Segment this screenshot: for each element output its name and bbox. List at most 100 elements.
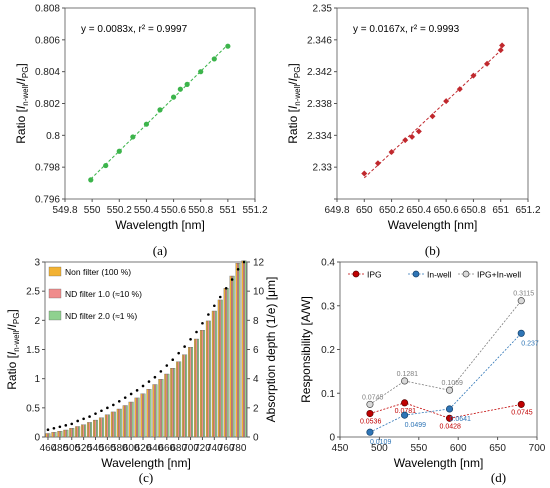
data-point	[225, 43, 231, 49]
series-line	[369, 333, 522, 433]
y-tick-label: 0.808	[35, 4, 60, 15]
ylabel-part: /	[14, 81, 28, 85]
x-tick-label: 540	[87, 443, 104, 454]
bar	[197, 338, 199, 438]
y2-tick-label: 0	[253, 433, 259, 444]
data-label: 0.0428	[440, 423, 462, 430]
absorption-point	[242, 260, 246, 264]
ylabel-part: /	[5, 327, 19, 331]
bar	[223, 288, 226, 438]
bar	[51, 432, 54, 438]
absorption-point	[58, 425, 62, 429]
absorption-point	[135, 389, 139, 392]
ylabel-part: PG	[293, 67, 302, 79]
bar	[177, 361, 180, 438]
bar	[185, 354, 188, 438]
data-point	[366, 400, 374, 408]
bar	[143, 393, 146, 438]
legend-label: ND filter 1.0 (≈10 %)	[65, 289, 142, 299]
data-label: 0.0641	[450, 416, 472, 423]
y-tick-label: 2.33	[313, 163, 333, 174]
data-point	[116, 148, 122, 154]
x-tick-label: 600	[123, 443, 140, 454]
absorption-point	[88, 415, 91, 418]
absorption-point	[183, 345, 186, 348]
y-tick-label: 0.806	[35, 35, 60, 46]
legend-swatch	[48, 288, 62, 299]
bar	[72, 428, 75, 438]
data-point	[157, 107, 163, 113]
x-tick-label: 500	[371, 443, 388, 454]
absorption-point	[123, 396, 127, 399]
bar	[183, 354, 186, 438]
bar	[176, 361, 179, 438]
panel-label: (d)	[491, 470, 506, 485]
bar	[214, 310, 217, 438]
bar	[140, 393, 143, 438]
bar	[63, 429, 66, 438]
x-tick-label: 650	[489, 443, 506, 454]
bar	[137, 397, 140, 438]
bar	[81, 424, 83, 438]
x-tick-label: 700	[529, 443, 546, 454]
y-tick-label: 0.2	[321, 345, 335, 356]
bar	[188, 347, 190, 438]
y-tick-label: 2.5	[26, 287, 40, 298]
x-tick-label: 520	[75, 443, 92, 454]
ylabel-part: PG	[21, 67, 30, 79]
bar	[136, 397, 139, 438]
absorption-point	[70, 422, 74, 426]
data-point	[402, 137, 409, 144]
data-point	[445, 386, 454, 394]
x-tick-label: 560	[99, 443, 116, 454]
bar	[64, 429, 67, 438]
bar	[241, 260, 244, 438]
legend-label: ND filter 2.0 (≈1 %)	[65, 311, 137, 321]
bar	[146, 389, 149, 438]
y-axis-label: Responsibility [A/W]	[299, 296, 313, 403]
bar	[104, 414, 107, 438]
ylabel-part: ]	[5, 309, 19, 312]
ylabel-part: n-well	[12, 331, 21, 352]
data-label: 0.1069	[442, 380, 464, 387]
data-point	[143, 121, 150, 127]
bar	[122, 405, 125, 438]
data-point	[401, 411, 409, 419]
absorption-point	[207, 313, 210, 316]
y-tick-label: 0	[34, 433, 40, 444]
data-point	[374, 160, 381, 167]
data-point	[388, 149, 395, 156]
bar	[69, 428, 72, 438]
x-tick-label: 720	[194, 443, 211, 454]
x-tick-label: 450	[332, 443, 349, 454]
bar	[60, 431, 63, 438]
bar	[153, 384, 156, 438]
bar	[237, 263, 240, 438]
data-point	[170, 94, 177, 100]
data-label: 0.1281	[397, 371, 419, 378]
bar	[231, 275, 234, 438]
y-tick-label: 0.796	[35, 195, 60, 206]
panel-label: (c)	[139, 470, 153, 485]
ylabel-part: n-well	[293, 85, 302, 106]
x-tick-label: 760	[218, 443, 235, 454]
x-tick-label: 460	[40, 443, 57, 454]
y2-tick-label: 10	[253, 287, 265, 298]
x-axis-label: Wavelength [nm]	[388, 218, 478, 232]
data-point	[198, 69, 204, 75]
y2-tick-label: 4	[253, 374, 259, 385]
y-axis-label: Ratio [In-well/IPG]	[5, 309, 21, 390]
bar	[88, 422, 91, 438]
bar	[238, 263, 241, 438]
x-tick-label: 551	[220, 205, 237, 216]
bar	[199, 330, 202, 438]
x-tick-label: 651	[492, 205, 509, 216]
bar	[131, 401, 134, 438]
y-tick-label: 2.334	[307, 131, 332, 142]
x-axis-label: Wavelength [nm]	[101, 456, 191, 470]
bar	[201, 330, 204, 438]
panel-label: (a)	[153, 243, 167, 258]
bar	[182, 354, 184, 438]
bar	[148, 389, 150, 438]
bar	[45, 433, 48, 438]
